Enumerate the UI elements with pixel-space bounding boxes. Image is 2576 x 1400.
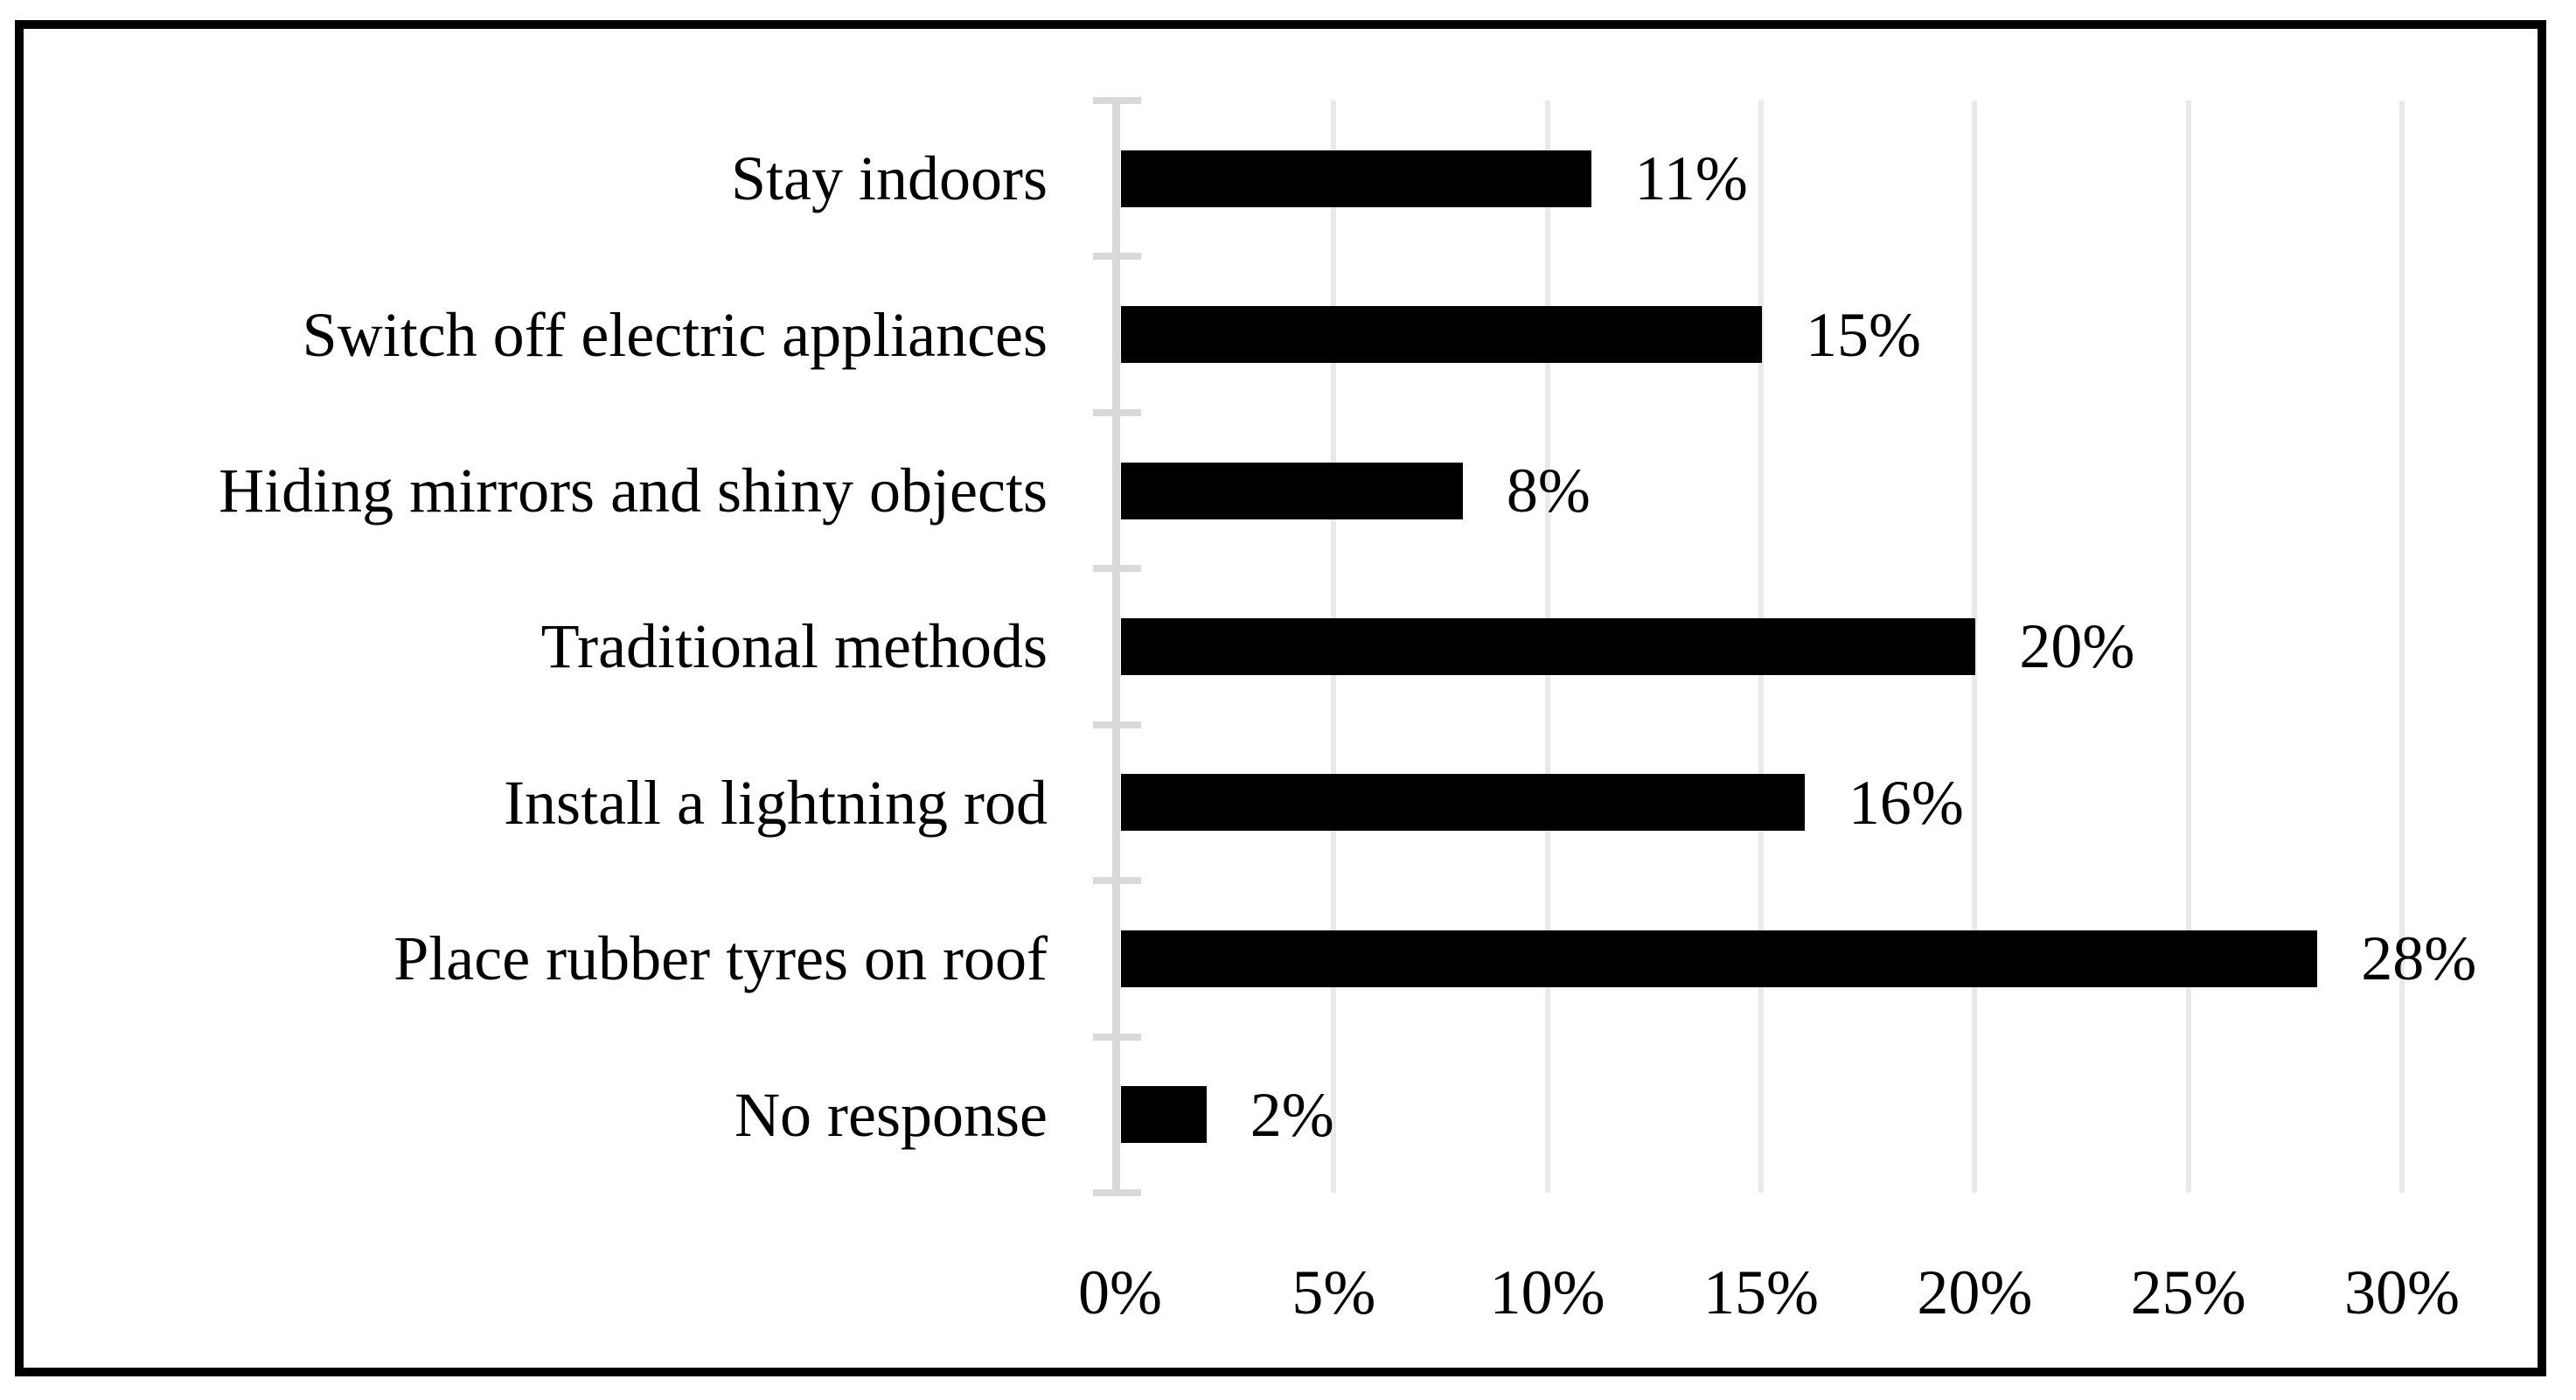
value-label: 2% (1250, 1079, 1334, 1150)
bar (1121, 150, 1591, 207)
category-label: Place rubber tyres on roof (393, 923, 1048, 994)
category-label: Stay indoors (730, 143, 1048, 214)
value-label: 15% (1806, 299, 1921, 370)
x-axis-tick-label: 0% (1078, 1257, 1162, 1327)
y-axis-tick (1093, 1189, 1141, 1196)
category-label: No response (735, 1079, 1048, 1150)
value-label: 16% (1848, 767, 1964, 838)
y-axis-tick (1093, 408, 1141, 416)
figure-border (15, 20, 2546, 1376)
bar (1121, 306, 1762, 364)
value-label: 8% (1506, 456, 1591, 526)
bar (1121, 774, 1805, 832)
value-label: 11% (1634, 143, 1748, 214)
x-axis-tick-label: 5% (1291, 1257, 1376, 1327)
category-label: Hiding mirrors and shiny objects (219, 456, 1048, 526)
y-axis-tick (1093, 253, 1141, 261)
x-axis-tick-label: 10% (1489, 1257, 1605, 1327)
x-axis-tick-label: 25% (2130, 1257, 2246, 1327)
category-label: Switch off electric appliances (302, 299, 1048, 370)
x-axis-tick-label: 20% (1917, 1257, 2033, 1327)
y-axis-tick (1093, 97, 1141, 104)
x-axis-tick-label: 15% (1703, 1257, 1819, 1327)
y-axis-tick (1093, 877, 1141, 885)
gridline (2399, 101, 2405, 1193)
category-label: Install a lightning rod (504, 767, 1048, 838)
x-axis-tick-label: 30% (2344, 1257, 2460, 1327)
bar (1121, 618, 1976, 675)
gridline (2185, 101, 2191, 1193)
y-axis-tick (1093, 565, 1141, 573)
bar (1121, 1086, 1207, 1144)
bar (1121, 462, 1463, 519)
y-axis-tick (1093, 721, 1141, 728)
category-label: Traditional methods (540, 611, 1048, 682)
y-axis-tick (1093, 1033, 1141, 1041)
bar (1121, 930, 2318, 987)
value-label: 28% (2361, 923, 2477, 994)
value-label: 20% (2019, 611, 2135, 682)
y-axis-line (1112, 101, 1120, 1193)
